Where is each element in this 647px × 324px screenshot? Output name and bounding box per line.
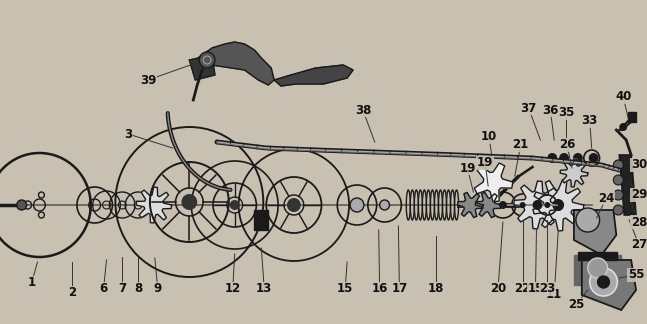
Circle shape: [589, 153, 598, 163]
Text: 21: 21: [512, 138, 529, 152]
Text: 2: 2: [68, 286, 76, 299]
Circle shape: [199, 52, 215, 68]
Text: 19: 19: [459, 161, 476, 175]
Text: 16: 16: [371, 283, 388, 295]
Bar: [628, 112, 636, 122]
Circle shape: [613, 175, 623, 185]
Circle shape: [181, 194, 197, 210]
Polygon shape: [136, 187, 171, 223]
Text: 15: 15: [527, 283, 543, 295]
Circle shape: [570, 169, 578, 177]
Circle shape: [573, 153, 583, 163]
Polygon shape: [574, 210, 617, 255]
Circle shape: [576, 208, 600, 232]
Circle shape: [17, 200, 27, 210]
Text: 10: 10: [481, 131, 498, 144]
Text: 3: 3: [124, 128, 132, 141]
Polygon shape: [514, 181, 561, 229]
Text: 7: 7: [118, 283, 126, 295]
Circle shape: [587, 258, 608, 278]
Text: 6: 6: [100, 283, 107, 295]
Circle shape: [544, 202, 550, 208]
Polygon shape: [474, 163, 513, 202]
Polygon shape: [582, 260, 636, 310]
Text: 30: 30: [631, 158, 647, 171]
Text: 15: 15: [337, 283, 353, 295]
Bar: [578, 252, 617, 260]
Text: 33: 33: [582, 114, 598, 128]
Polygon shape: [560, 159, 587, 187]
Text: 36: 36: [542, 103, 558, 117]
Text: 11: 11: [546, 288, 562, 302]
Polygon shape: [619, 155, 636, 215]
Text: 19: 19: [477, 156, 494, 169]
Text: 27: 27: [631, 238, 647, 251]
Text: 18: 18: [428, 283, 444, 295]
Circle shape: [380, 200, 389, 210]
Text: 17: 17: [391, 283, 408, 295]
Circle shape: [488, 177, 498, 187]
Circle shape: [598, 276, 609, 288]
Text: 38: 38: [355, 103, 371, 117]
Text: 13: 13: [256, 283, 272, 295]
Text: 23: 23: [539, 283, 555, 295]
Text: 35: 35: [558, 107, 575, 120]
Text: 26: 26: [559, 138, 575, 152]
Polygon shape: [533, 179, 584, 231]
Polygon shape: [274, 65, 353, 86]
Text: 39: 39: [140, 74, 156, 87]
Bar: [574, 255, 621, 285]
Text: 24: 24: [598, 191, 615, 204]
Polygon shape: [192, 42, 274, 85]
Circle shape: [553, 199, 564, 211]
Circle shape: [559, 153, 569, 163]
Circle shape: [532, 200, 542, 210]
Text: 12: 12: [225, 283, 241, 295]
Text: 37: 37: [520, 101, 537, 114]
Circle shape: [499, 201, 507, 209]
Text: 9: 9: [153, 283, 162, 295]
Text: 55: 55: [628, 269, 644, 282]
Polygon shape: [476, 192, 501, 217]
Circle shape: [619, 123, 627, 131]
Bar: [254, 210, 269, 230]
Text: 29: 29: [631, 189, 647, 202]
Text: 25: 25: [567, 298, 584, 311]
Text: 22: 22: [514, 283, 531, 295]
Circle shape: [589, 268, 617, 296]
Text: 28: 28: [631, 215, 647, 228]
Circle shape: [287, 198, 301, 212]
Circle shape: [350, 198, 364, 212]
Circle shape: [613, 160, 623, 170]
Text: 20: 20: [490, 283, 506, 295]
Circle shape: [613, 190, 623, 200]
Polygon shape: [190, 55, 215, 80]
Circle shape: [613, 205, 623, 215]
Circle shape: [520, 202, 525, 208]
Circle shape: [230, 200, 239, 210]
Polygon shape: [457, 192, 483, 217]
Text: 40: 40: [615, 90, 631, 103]
Circle shape: [547, 153, 557, 163]
Text: 8: 8: [134, 283, 142, 295]
Text: 1: 1: [27, 276, 36, 290]
